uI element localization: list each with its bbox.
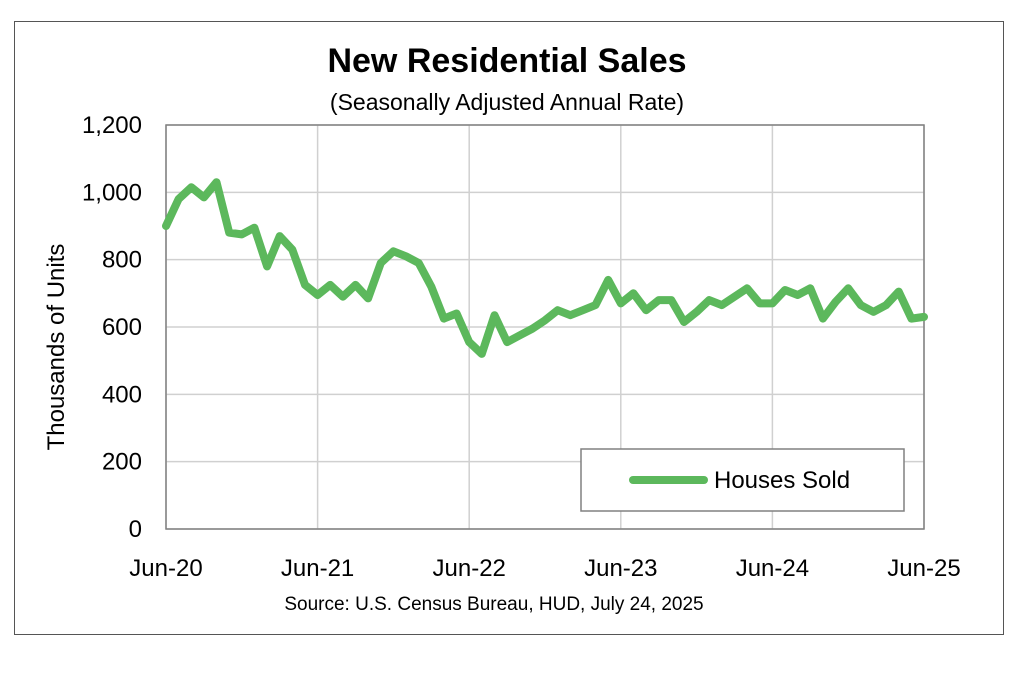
data-point <box>190 186 192 188</box>
data-point <box>456 313 458 315</box>
y-tick-label: 200 <box>102 449 142 476</box>
data-point <box>645 309 647 311</box>
chart-subtitle: (Seasonally Adjusted Annual Rate) <box>330 89 684 115</box>
data-point <box>367 297 369 299</box>
data-point <box>304 284 306 286</box>
data-point <box>430 286 432 288</box>
data-point <box>595 304 597 306</box>
legend-label: Houses Sold <box>714 467 850 494</box>
data-point <box>329 284 331 286</box>
y-tick-label: 800 <box>102 247 142 274</box>
series-line-houses-sold <box>162 178 928 358</box>
data-point <box>708 299 710 301</box>
x-tick-label: Jun-24 <box>736 555 809 582</box>
data-point <box>355 284 356 286</box>
data-point <box>405 255 407 257</box>
data-point <box>569 314 571 316</box>
y-tick-label: 400 <box>102 381 142 408</box>
data-point <box>481 353 483 355</box>
y-tick-label: 1,200 <box>82 112 142 139</box>
data-points <box>165 181 925 355</box>
data-point <box>721 304 723 306</box>
data-point <box>696 311 698 313</box>
chart-frame <box>14 21 1004 635</box>
data-point <box>797 294 799 296</box>
plot-area <box>165 124 925 530</box>
data-point <box>885 304 887 306</box>
y-axis: 0 200 400 600 800 1,000 1,200 <box>82 112 142 543</box>
data-point <box>898 291 900 293</box>
data-point <box>557 309 559 311</box>
y-tick-label: 1,000 <box>82 179 142 206</box>
y-tick-label: 0 <box>129 516 142 543</box>
data-point <box>392 250 394 252</box>
x-tick-label: Jun-20 <box>129 555 202 582</box>
data-point <box>582 309 584 311</box>
data-point <box>342 296 344 298</box>
source-note: Source: U.S. Census Bureau, HUD, July 24… <box>284 594 703 615</box>
data-point <box>493 314 495 316</box>
data-point <box>632 292 634 294</box>
data-point <box>847 287 849 289</box>
data-point <box>178 198 180 200</box>
data-point <box>670 299 672 301</box>
data-point <box>519 334 521 336</box>
data-point <box>746 287 748 289</box>
chart-title: New Residential Sales <box>327 42 686 80</box>
data-point <box>923 316 925 318</box>
x-tick-label: Jun-23 <box>584 555 657 582</box>
data-point <box>607 279 609 281</box>
data-point <box>658 299 660 301</box>
data-point <box>203 196 205 198</box>
data-point <box>835 301 837 303</box>
data-point <box>468 341 470 343</box>
data-point <box>165 225 167 227</box>
data-point <box>380 262 382 264</box>
data-point <box>317 294 319 296</box>
data-point <box>872 311 874 313</box>
data-point <box>860 304 862 306</box>
data-point <box>279 235 281 237</box>
data-point <box>544 319 546 321</box>
x-tick-label: Jun-25 <box>887 555 960 582</box>
data-point <box>822 318 824 320</box>
data-point <box>291 249 293 251</box>
data-point <box>531 328 533 330</box>
legend: Houses Sold <box>580 448 905 512</box>
data-point <box>418 262 420 264</box>
data-point <box>771 302 773 304</box>
data-point <box>216 181 218 183</box>
y-axis-label: Thousands of Units <box>43 244 70 451</box>
x-tick-label: Jun-21 <box>281 555 354 582</box>
data-point <box>809 287 811 289</box>
data-point <box>266 265 268 267</box>
data-point <box>784 289 786 291</box>
data-point <box>228 232 230 234</box>
data-point <box>443 318 445 320</box>
data-point <box>253 227 255 229</box>
data-point <box>759 302 761 304</box>
data-point <box>241 233 243 235</box>
x-axis: Jun-20 Jun-21 Jun-22 Jun-23 Jun-24 Jun-25 <box>129 555 960 582</box>
data-point <box>620 302 622 304</box>
data-point <box>734 296 735 298</box>
data-point <box>506 341 508 343</box>
y-tick-label: 600 <box>102 314 142 341</box>
data-point <box>683 321 685 323</box>
x-tick-label: Jun-22 <box>433 555 506 582</box>
data-point <box>910 318 912 320</box>
